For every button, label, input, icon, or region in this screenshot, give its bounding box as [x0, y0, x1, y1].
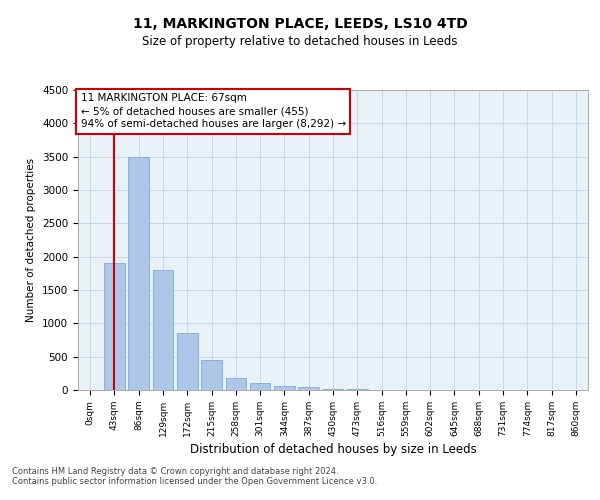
Bar: [274, 386, 295, 390]
Y-axis label: Number of detached properties: Number of detached properties: [26, 158, 37, 322]
Text: Size of property relative to detached houses in Leeds: Size of property relative to detached ho…: [142, 35, 458, 48]
Bar: [226, 378, 246, 390]
Bar: [298, 388, 319, 390]
Bar: [177, 334, 197, 390]
Bar: [250, 384, 271, 390]
Bar: [152, 270, 173, 390]
Bar: [323, 388, 343, 390]
Bar: [104, 264, 125, 390]
Text: 11, MARKINGTON PLACE, LEEDS, LS10 4TD: 11, MARKINGTON PLACE, LEEDS, LS10 4TD: [133, 18, 467, 32]
Text: Distribution of detached houses by size in Leeds: Distribution of detached houses by size …: [190, 442, 476, 456]
Text: Contains public sector information licensed under the Open Government Licence v3: Contains public sector information licen…: [12, 477, 377, 486]
Text: Contains HM Land Registry data © Crown copyright and database right 2024.: Contains HM Land Registry data © Crown c…: [12, 467, 338, 476]
Text: 11 MARKINGTON PLACE: 67sqm
← 5% of detached houses are smaller (455)
94% of semi: 11 MARKINGTON PLACE: 67sqm ← 5% of detac…: [80, 93, 346, 130]
Bar: [201, 360, 222, 390]
Bar: [128, 156, 149, 390]
